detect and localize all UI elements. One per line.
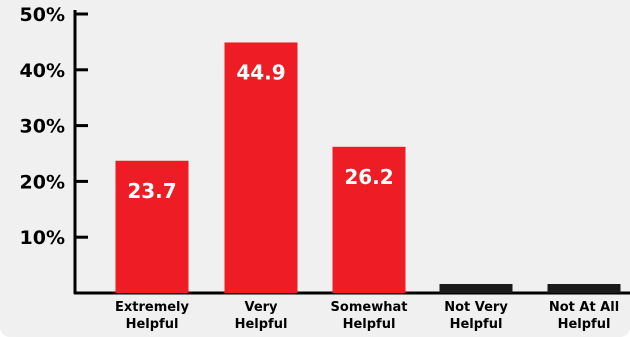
category-label: Somewhat xyxy=(331,300,408,315)
data-label: 23.7 xyxy=(127,179,176,203)
bar xyxy=(547,284,621,293)
data-label: 26.2 xyxy=(344,165,393,189)
y-tick-label: 10% xyxy=(20,227,65,249)
y-tick-label: 40% xyxy=(20,60,65,82)
category-label: Helpful xyxy=(343,317,396,332)
category-label: Very xyxy=(244,300,278,315)
bar xyxy=(332,146,406,293)
labels: 23.7 Extremely Helpful 44.9 Very Helpful 26.2 S… xyxy=(115,60,619,332)
y-tick-label: 30% xyxy=(20,116,65,138)
category-label: Extremely xyxy=(115,300,190,315)
category-label: Not At All xyxy=(549,300,619,315)
y-tick-label: 50% xyxy=(20,4,65,26)
category-label: Helpful xyxy=(450,317,503,332)
category-label: Helpful xyxy=(126,317,179,332)
y-tick-label: 20% xyxy=(20,171,65,193)
bar xyxy=(224,42,298,293)
category-label: Not Very xyxy=(444,300,508,315)
category-label: Helpful xyxy=(558,317,611,332)
data-label: 44.9 xyxy=(236,60,285,84)
bars xyxy=(115,42,621,293)
bar xyxy=(439,284,513,293)
bar xyxy=(115,160,189,293)
category-label: Helpful xyxy=(235,317,288,332)
y-ticks: 10% 20% 30% 40% 50% xyxy=(20,4,88,249)
